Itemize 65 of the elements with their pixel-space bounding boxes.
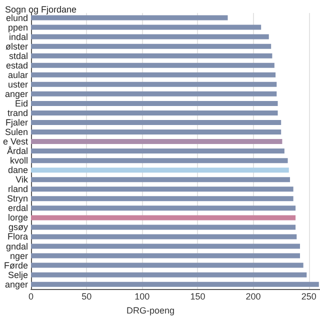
x-tick-label: 200 <box>246 292 261 302</box>
bar <box>31 148 284 154</box>
bar <box>31 44 272 49</box>
y-tick-label: uster <box>8 79 28 90</box>
bar <box>31 224 296 230</box>
x-tick-label: 150 <box>190 292 206 302</box>
bar <box>31 196 294 202</box>
bar <box>31 206 296 211</box>
y-tick-label: e Vest <box>2 136 29 147</box>
y-tick-label: Førde <box>4 260 28 270</box>
bar <box>31 91 277 96</box>
y-tick-label: lorge <box>8 212 28 223</box>
x-tick-label: 250 <box>301 292 316 302</box>
y-tick-label: Stryn <box>7 194 28 204</box>
y-tick-label: trand <box>8 108 28 118</box>
y-tick-label: anger <box>4 88 28 99</box>
y-tick-label: aular <box>8 70 28 80</box>
y-tick-label: erdal <box>8 203 28 214</box>
bar <box>31 24 262 30</box>
bar <box>31 34 269 40</box>
y-tick-label: nger <box>10 250 28 261</box>
bar <box>31 62 274 68</box>
x-tick-label: 100 <box>134 292 150 302</box>
bar <box>31 72 276 78</box>
bar <box>31 139 282 144</box>
x-tick-label: 50 <box>82 292 92 302</box>
bar <box>31 15 228 20</box>
bar <box>31 272 307 278</box>
bar <box>31 158 288 164</box>
y-tick-label: Eid <box>15 98 28 108</box>
bar <box>31 186 294 192</box>
bar <box>31 244 300 249</box>
y-tick-label: kvoll <box>10 156 28 166</box>
y-tick-label: Vik <box>16 174 29 185</box>
bar <box>31 215 296 220</box>
y-tick-label: estad <box>6 60 28 70</box>
bar <box>31 234 297 240</box>
bar <box>31 168 289 173</box>
x-tick-label: 0 <box>28 292 34 302</box>
bar <box>31 262 304 268</box>
chart-title: Sogn og Fjordane <box>5 4 77 14</box>
y-tick-label: gsøy <box>8 222 29 232</box>
bar <box>31 100 278 106</box>
bar <box>31 110 278 116</box>
y-tick-label: anger <box>4 279 28 290</box>
bar <box>31 120 282 125</box>
y-tick-label: Flora <box>8 232 28 242</box>
y-tick-label: dane <box>8 165 28 176</box>
y-tick-label: rland <box>8 184 28 194</box>
y-tick-label: Årdal <box>7 146 28 156</box>
y-tick-label: indal <box>9 32 28 42</box>
x-axis-title: DRG-poeng <box>126 306 175 316</box>
y-tick-label: Sulen <box>4 127 28 138</box>
y-tick-label: Fjaler <box>6 117 28 128</box>
y-tick-label: Selje <box>8 270 28 280</box>
y-tick-label: ppen <box>8 22 28 32</box>
y-tick-label: stdal <box>9 50 28 61</box>
y-tick-label: ølster <box>6 41 28 52</box>
bar <box>31 253 300 258</box>
bar <box>31 282 319 287</box>
bar <box>31 82 277 87</box>
y-tick-label: gndal <box>6 241 28 252</box>
bar <box>31 53 272 58</box>
bar <box>31 177 290 182</box>
bar <box>31 130 282 135</box>
